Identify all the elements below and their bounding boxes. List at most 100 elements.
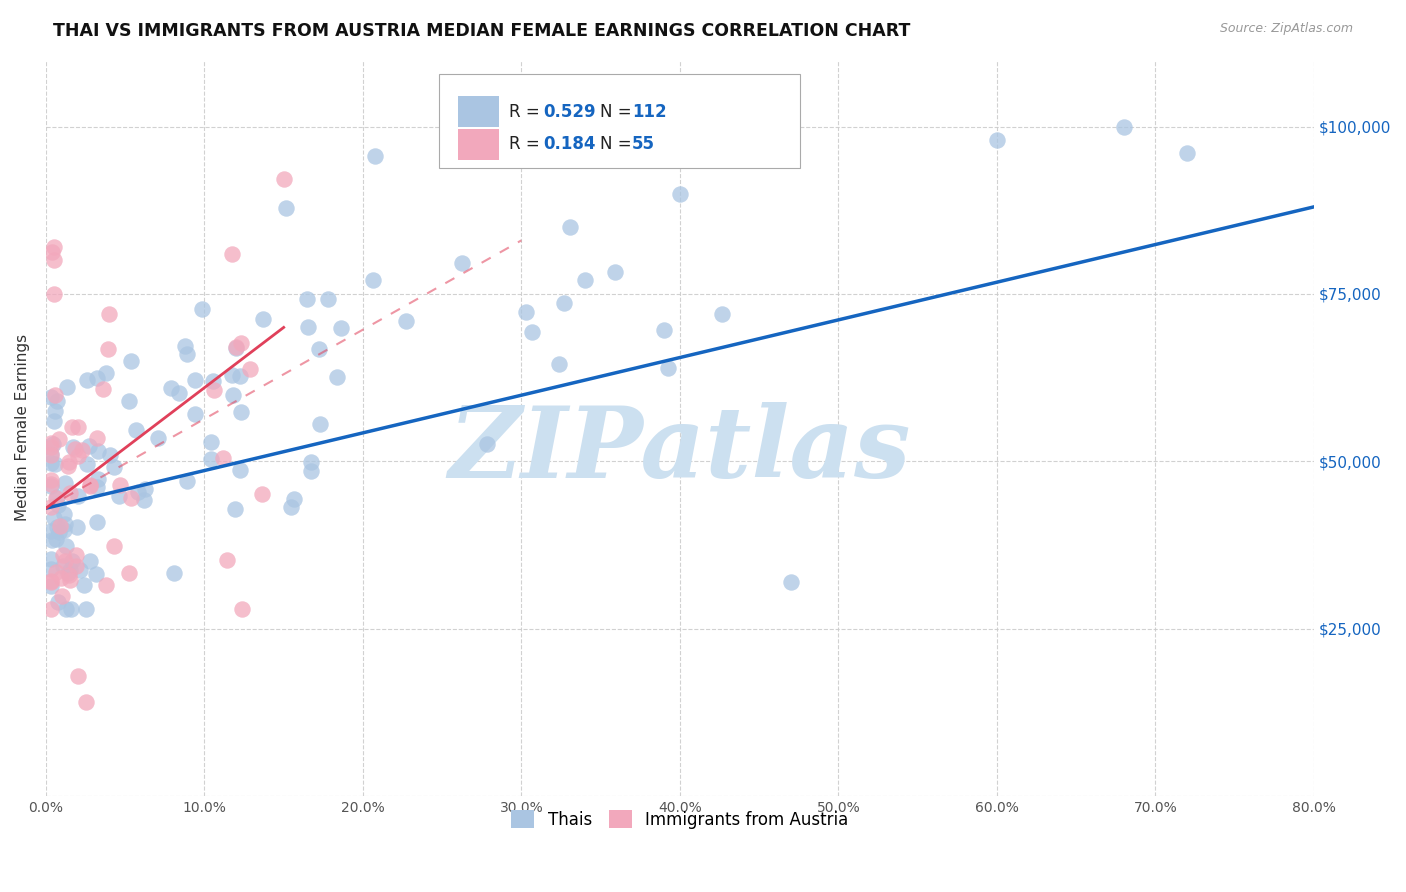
FancyBboxPatch shape (439, 74, 800, 168)
Point (42, 436, 65, 450)
Point (299, 464, 322, 478)
Point (120, 491, 142, 505)
Point (51, 589, 73, 603)
Point (184, 407, 207, 421)
Text: ZIPatlas: ZIPatlas (449, 401, 911, 499)
Point (86, 431, 108, 445)
Point (39, 440, 62, 454)
Point (547, 358, 569, 372)
Point (67, 489, 90, 503)
Y-axis label: Median Female Earnings: Median Female Earnings (15, 334, 30, 522)
Point (603, 265, 626, 279)
Point (59, 574, 82, 588)
Point (39, 561, 62, 575)
Point (103, 539, 125, 553)
Point (66, 520, 89, 534)
Point (297, 320, 319, 334)
Point (212, 450, 235, 465)
Point (79, 554, 101, 568)
Point (574, 273, 596, 287)
Point (229, 336, 252, 351)
Point (361, 273, 384, 287)
Point (53, 476, 76, 491)
Point (46, 491, 69, 505)
Point (127, 485, 149, 500)
Point (62, 441, 84, 455)
Point (1175, 146, 1198, 161)
Point (190, 301, 212, 316)
Point (657, 361, 679, 376)
Point (94, 578, 117, 592)
Text: 0.184: 0.184 (543, 136, 596, 153)
Point (46, 594, 69, 608)
Point (176, 474, 198, 488)
Point (52, 507, 75, 521)
Point (134, 482, 156, 496)
Point (39, 448, 62, 462)
Text: R =: R = (509, 103, 544, 121)
Point (39, 524, 62, 538)
Point (779, 574, 801, 589)
Point (46, 394, 69, 409)
Point (283, 492, 305, 507)
Point (326, 370, 349, 384)
Point (46, 520, 69, 534)
Point (39, 601, 62, 615)
Point (477, 437, 499, 451)
Point (75, 601, 97, 615)
Point (132, 493, 155, 508)
Point (42, 240, 65, 254)
Point (39, 456, 62, 470)
Point (66, 668, 89, 682)
Point (53, 516, 76, 531)
Point (97, 343, 120, 357)
Point (87, 472, 110, 486)
Point (202, 383, 225, 397)
Point (60, 601, 83, 615)
Point (52, 558, 75, 573)
Point (55, 380, 77, 394)
Point (225, 340, 247, 354)
Point (45, 532, 67, 546)
FancyBboxPatch shape (458, 96, 499, 128)
Point (65, 548, 87, 562)
Point (221, 368, 243, 382)
Text: 55: 55 (631, 136, 655, 153)
Point (45, 491, 67, 505)
Point (652, 323, 675, 337)
Point (44, 511, 66, 525)
Point (44, 404, 66, 418)
Point (229, 369, 252, 384)
Point (76, 457, 98, 471)
Point (44, 414, 66, 428)
Point (48, 432, 70, 446)
Point (301, 455, 323, 469)
Point (118, 393, 141, 408)
Point (44, 387, 66, 401)
Text: THAI VS IMMIGRANTS FROM AUSTRIA MEDIAN FEMALE EARNINGS CORRELATION CHART: THAI VS IMMIGRANTS FROM AUSTRIA MEDIAN F… (53, 22, 911, 40)
Point (39, 579, 62, 593)
Point (1112, 120, 1135, 134)
Point (79, 478, 101, 492)
Point (41, 533, 63, 547)
Point (86, 480, 108, 494)
Point (250, 486, 273, 500)
Point (39, 390, 62, 404)
Point (39, 447, 62, 461)
Point (73, 578, 96, 592)
Point (450, 256, 472, 270)
Point (39, 435, 62, 450)
Point (39, 574, 62, 588)
Point (316, 293, 339, 307)
Point (280, 500, 302, 515)
Point (120, 354, 142, 368)
Point (56, 566, 79, 580)
Point (39, 552, 62, 566)
Point (276, 201, 298, 215)
Point (364, 149, 387, 163)
Point (79, 439, 101, 453)
Point (252, 312, 274, 326)
Point (48, 525, 70, 540)
Point (53, 553, 76, 567)
Point (330, 320, 353, 334)
